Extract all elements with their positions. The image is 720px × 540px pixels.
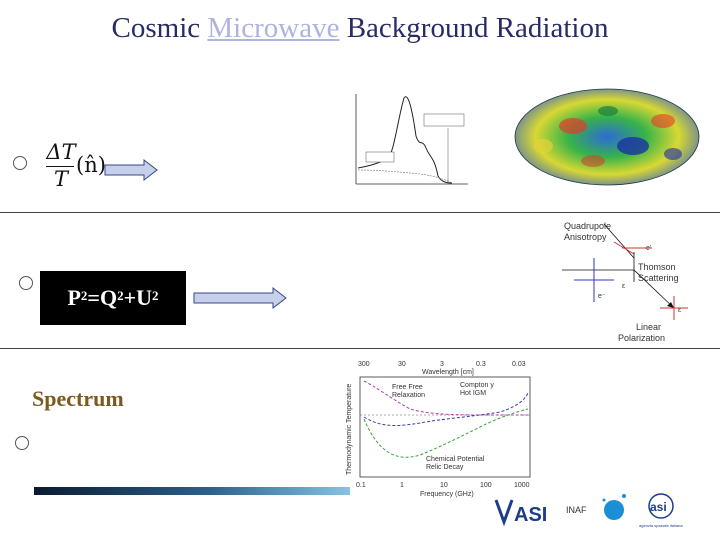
title-part2: Background Radiation	[339, 12, 609, 44]
top-tick-3: 3	[440, 361, 444, 368]
top-tick-5: 0.03	[512, 361, 526, 368]
label-e-prime: e'	[646, 245, 651, 252]
legend-relaxation: Relaxation	[392, 392, 425, 399]
title-part1: Cosmic	[111, 12, 208, 44]
legend-relic: Relic Decay	[426, 464, 464, 471]
eq-u-exp: 2	[152, 288, 159, 303]
arrow-2	[193, 287, 287, 309]
eq-p-exp: 2	[80, 288, 88, 303]
svg-text:asi: asi	[650, 500, 667, 514]
power-spectrum-figure	[340, 88, 475, 200]
bottom-tick-5: 1000	[514, 482, 530, 489]
label-linear: Linear	[636, 322, 661, 332]
label-e-minus: e⁻	[598, 293, 606, 300]
asi-logo: ASI	[494, 496, 556, 527]
bottom-tick-2: 1	[400, 482, 404, 489]
bottom-tick-3: 10	[440, 482, 448, 489]
legend-hot-igm: Hot IGM	[460, 390, 486, 397]
y-axis-label: Thermodynamic Temperature	[346, 384, 353, 475]
title-link-microwave[interactable]: Microwave	[207, 12, 340, 44]
bullet-1	[13, 156, 27, 170]
asi-agency-text: agenzia spaziale italiana	[639, 523, 683, 528]
label-scattering: Scattering	[638, 273, 679, 283]
frac-denominator: T	[53, 167, 68, 191]
label-thomson: Thomson	[638, 262, 676, 272]
bottom-tick-4: 100	[480, 482, 492, 489]
label-epsilon: ε	[622, 283, 625, 290]
asi-logo-text: ASI	[514, 504, 547, 526]
top-tick-2: 30	[398, 361, 406, 368]
eq-plus: +	[123, 285, 137, 310]
bullet-2	[19, 276, 33, 290]
eq-q-exp: 2	[117, 288, 124, 303]
arrow-1	[104, 159, 158, 181]
thomson-scattering-diagram: Quadrupole Anisotropy Thomson Scattering…	[556, 218, 720, 344]
label-anisotropy: Anisotropy	[564, 232, 607, 242]
spectral-distortion-figure: 300 30 3 0.3 0.03 Wavelength [cm] Free F…	[340, 357, 536, 499]
label-polarization: Polarization	[618, 333, 665, 343]
divider-2	[0, 348, 720, 349]
eq-u: U	[136, 285, 153, 310]
inaf-logo	[598, 490, 630, 526]
spectrum-label: Spectrum	[32, 386, 124, 411]
asi-agency-logo: asi agenzia spaziale italiana	[636, 490, 686, 530]
label-quadrupole: Quadrupole	[564, 221, 611, 231]
eq-equals: =	[87, 285, 100, 310]
frac-bar	[46, 166, 74, 167]
frac-numerator: ΔT	[46, 140, 76, 164]
cmb-sky-map	[513, 86, 701, 192]
footer-gradient-bar	[34, 487, 350, 495]
slide-title: Cosmic Microwave Background Radiation	[0, 12, 720, 45]
inaf-logo-text: INAF	[566, 505, 587, 515]
top-tick-1: 300	[358, 361, 370, 368]
legend-free-free: Free Free	[392, 384, 423, 391]
x-axis-label: Frequency (GHz)	[420, 491, 474, 498]
top-tick-4: 0.3	[476, 361, 486, 368]
label-epsilon-out: ε	[678, 307, 681, 314]
eq-p: P	[67, 285, 81, 310]
top-axis-label: Wavelength [cm]	[422, 369, 474, 376]
eq-q: Q	[99, 285, 118, 310]
legend-compton: Compton y	[460, 382, 494, 389]
bullet-3	[15, 436, 29, 450]
frac-argument: (n̂)	[76, 153, 106, 177]
divider-1	[0, 212, 720, 213]
legend-chemical: Chemical Potential	[426, 456, 485, 463]
bottom-tick-1: 0.1	[356, 482, 366, 489]
